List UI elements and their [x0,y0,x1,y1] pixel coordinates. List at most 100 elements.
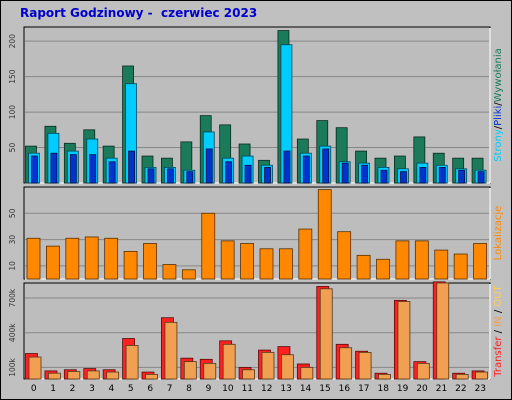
side-label-part: Strony [493,129,504,162]
bar [322,148,330,184]
bar [302,155,310,184]
x-tick-label: 2 [70,384,76,394]
bar [436,282,450,380]
bar [128,150,135,184]
y-tick-label: 50 [8,143,17,153]
bar [164,321,178,380]
x-tick-label: 22 [455,384,466,394]
chart-panel-transfer: 100k 400k 700k Transfer / IN / OUT [8,281,504,380]
x-tick-label: 1 [50,384,56,394]
plot-area [23,186,491,280]
bar [201,212,216,280]
bar [317,189,332,280]
bar [458,169,466,184]
y-tick-label: 30 [8,235,17,245]
x-tick-label: 10 [222,384,234,394]
x-tick-label: 23 [475,384,486,394]
bar [337,231,352,280]
bar [106,371,120,380]
bar [108,161,116,184]
bar [46,245,60,280]
bar [203,362,217,380]
x-tick-label: 21 [436,384,447,394]
x-tick-label: 15 [319,384,330,394]
bar [48,372,61,380]
bar [84,236,99,280]
bar [162,264,177,280]
bar [183,361,197,380]
bar [240,243,254,280]
side-label: Transfer / IN / OUT [493,284,504,377]
side-label-part: Pliki [493,106,504,126]
bar [378,373,391,380]
bar [26,237,41,280]
bar [143,243,157,280]
y-tick-label: 50 [8,208,17,218]
side-label: Lokalizacje [493,206,504,261]
bar [395,240,410,280]
bar [205,148,213,184]
x-tick-label: 17 [358,384,369,394]
bar [361,164,368,184]
side-label: Strony/Pliki/Wywołania [493,48,504,162]
bar [358,351,372,380]
bar [380,169,388,184]
bar [264,166,271,184]
bar [69,154,77,184]
x-tick-label: 12 [261,384,272,394]
bar [341,162,349,184]
x-tick-label: 20 [416,384,428,394]
bar [477,171,485,184]
x-tick-label: 13 [280,384,291,394]
bar [261,351,275,380]
bar [28,356,42,380]
y-tick-label: 100k [8,357,17,376]
bar [298,228,313,280]
bar [89,154,97,184]
bar [167,168,174,184]
bar [225,161,233,184]
bar [220,240,235,280]
side-label-part: / [493,125,504,129]
side-label-part: / [493,327,504,337]
bar [455,373,469,380]
x-tick-label: 9 [206,384,212,394]
bar [147,168,155,184]
bar [300,367,314,380]
bar [281,354,294,380]
y-tick-label: 150 [8,69,17,84]
x-tick-label: 19 [397,384,409,394]
bar [65,237,80,280]
bar [259,248,274,280]
y-tick-label: 100 [8,105,17,120]
bar [67,371,81,380]
bar [376,258,390,280]
bar [181,269,196,280]
x-tick-label: 18 [377,384,389,394]
side-label-part: OUT [493,284,504,306]
x-tick-label: 6 [147,384,153,394]
plot-area [23,282,491,380]
x-tick-label: 14 [300,384,312,394]
bar [356,254,371,280]
bar [475,371,488,380]
bar [416,362,430,380]
x-tick-label: 4 [109,384,115,394]
bar [283,150,291,184]
y-tick-label: 200 [8,34,17,49]
x-tick-label: 16 [339,384,351,394]
side-label-part: IN [493,316,504,326]
bar [453,253,468,280]
bar [438,166,446,184]
x-tick-label: 0 [31,384,37,394]
side-label-part: Wywołania [493,48,504,102]
y-tick-label: 400k [8,323,17,342]
chart-panel-visits: 10 30 50 Lokalizacje [8,186,504,280]
x-tick-label: 7 [167,384,173,394]
x-tick-label: 8 [186,384,192,394]
bar [86,370,100,380]
side-label-part: / [493,102,504,106]
page-title: Raport Godzinowy - czerwiec 2023 [20,6,258,20]
bar [414,240,429,280]
